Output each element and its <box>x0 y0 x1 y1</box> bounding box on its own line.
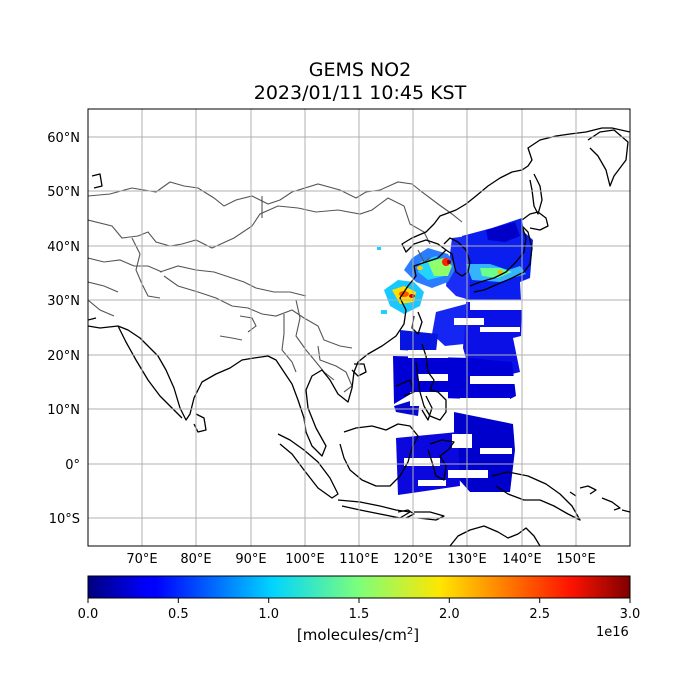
lat-label: 50°N <box>47 185 80 200</box>
lon-label: 70°E <box>126 552 157 567</box>
unit-superscript: 2 <box>406 626 414 637</box>
lon-label: 110°E <box>339 552 379 567</box>
colorbar-tick-label: 3.0 <box>620 607 641 622</box>
unit-end: ] <box>413 626 420 644</box>
graticule <box>88 109 630 546</box>
lat-label: 20°N <box>47 349 80 364</box>
map-area <box>88 109 630 546</box>
no2-data-swath <box>377 218 533 495</box>
unit-base: [molecules/cm <box>296 626 407 644</box>
lat-label: 30°N <box>47 294 80 309</box>
lon-label: 150°E <box>556 552 596 567</box>
colorbar-tick-label: 0.5 <box>168 607 189 622</box>
lon-label: 80°E <box>180 552 211 567</box>
map-title-line1: GEMS NO2 <box>308 59 412 81</box>
colorbar: 0.0 0.5 1.0 1.5 2.0 2.5 3.0 <box>78 575 641 622</box>
lat-label: 10°N <box>47 403 80 418</box>
lat-label: 10°S <box>49 512 80 527</box>
colorbar-gradient <box>87 575 631 599</box>
lon-label: 130°E <box>447 552 487 567</box>
colorbar-tick-label: 1.5 <box>349 607 370 622</box>
latitude-labels: 60°N 50°N 40°N 30°N 20°N 10°N 0° 10°S <box>47 131 80 527</box>
map-title-line2: 2023/01/11 10:45 KST <box>253 82 467 104</box>
colorbar-tick-label: 2.0 <box>439 607 460 622</box>
lon-label: 120°E <box>393 552 433 567</box>
map-frame <box>87 108 631 547</box>
lon-label: 90°E <box>235 552 266 567</box>
colorbar-tick-label: 0.0 <box>78 607 99 622</box>
colorbar-tick-label: 2.5 <box>529 607 550 622</box>
longitude-labels: 70°E 80°E 90°E 100°E 110°E 120°E 130°E 1… <box>126 552 595 567</box>
lat-label: 0° <box>65 458 80 473</box>
lat-label: 60°N <box>47 131 80 146</box>
lon-label: 100°E <box>285 552 325 567</box>
colorbar-tick-label: 1.0 <box>258 607 279 622</box>
colorbar-unit-label: [molecules/cm2] <box>0 626 700 644</box>
colorbar-exponent: 1e16 <box>596 625 629 640</box>
lon-label: 140°E <box>502 552 542 567</box>
lat-label: 40°N <box>47 240 80 255</box>
